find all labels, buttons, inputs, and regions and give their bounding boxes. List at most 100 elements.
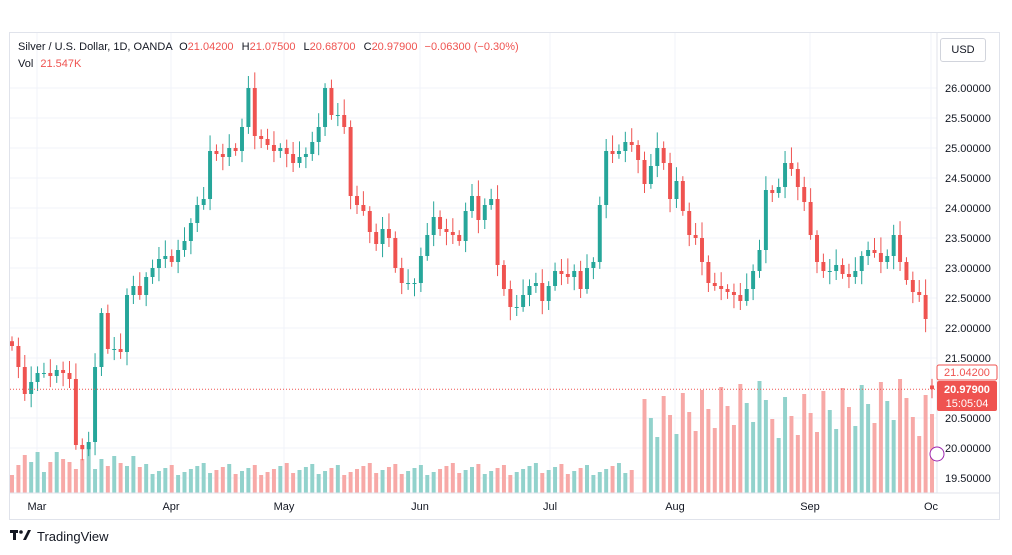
candle-body — [731, 292, 736, 295]
volume-bar — [131, 456, 136, 493]
candle-body — [591, 262, 596, 268]
candle-body — [41, 373, 46, 374]
volume-bar — [731, 425, 736, 493]
x-tick-label: Jun — [411, 501, 429, 513]
candle-body — [112, 349, 117, 350]
candle-body — [61, 370, 66, 373]
volume-bar — [303, 467, 308, 493]
y-tick-label: 22.50000 — [945, 293, 991, 305]
candle-body — [546, 286, 551, 301]
volume-bar — [188, 469, 193, 493]
volume-bar — [846, 407, 851, 493]
candle-body — [227, 148, 232, 157]
volume-bar — [495, 468, 500, 493]
low-value: 20.68700 — [309, 41, 356, 53]
volume-bar — [712, 428, 717, 493]
volume-bar — [386, 467, 391, 493]
volume-bar — [827, 410, 832, 493]
volume-bar — [99, 459, 104, 493]
candle-body — [629, 142, 634, 145]
volume-bar — [393, 464, 398, 493]
candle-body — [297, 157, 302, 163]
candle-body — [214, 151, 219, 154]
volume-bar — [399, 474, 404, 493]
candle-body — [131, 286, 136, 295]
candle-body — [323, 88, 328, 127]
volume-bar — [578, 468, 583, 493]
y-tick-label: 26.00000 — [945, 83, 991, 95]
volume-bar — [48, 462, 53, 493]
volume-bar — [591, 475, 596, 493]
volume-bar — [252, 465, 257, 493]
volume-bar — [668, 415, 673, 493]
volume-bar — [195, 466, 200, 493]
candle-body — [438, 217, 443, 229]
candle-body — [904, 262, 909, 280]
volume-bar — [348, 472, 353, 493]
volume-bar — [227, 464, 232, 493]
volume-bar — [457, 473, 462, 493]
volume-bar — [700, 390, 704, 493]
volume-bar — [866, 404, 871, 493]
volume-bar — [355, 469, 359, 493]
price-axis[interactable]: 26.00000 25.50000 25.00000 24.50000 24.00000… — [945, 83, 991, 485]
volume-bar — [648, 418, 653, 493]
volume-bar — [233, 474, 238, 493]
candle-body — [393, 238, 398, 268]
volume-bar — [169, 465, 174, 493]
volume-bar — [470, 467, 474, 493]
volume-bar — [425, 475, 430, 493]
volume-bar — [693, 431, 698, 493]
candle-body — [482, 205, 487, 220]
volume-bar — [482, 474, 487, 493]
close-label: C — [363, 41, 372, 53]
volume-bar — [738, 384, 743, 493]
volume-bar — [757, 381, 762, 493]
volume-bar — [910, 417, 915, 493]
volume-bar — [629, 470, 634, 493]
candle-body — [891, 235, 896, 256]
volume-bar — [163, 468, 168, 493]
candle-body — [751, 271, 756, 289]
volume-bar — [367, 463, 372, 493]
candle-body — [533, 283, 538, 286]
volume-bar — [540, 473, 545, 493]
volume-bar — [514, 472, 519, 493]
volume-bar — [323, 471, 328, 493]
tradingview-logo-icon[interactable] — [10, 528, 32, 544]
volume-bar — [137, 467, 142, 493]
candle-body — [316, 127, 321, 142]
volume-bar — [776, 438, 781, 493]
candle-body — [923, 295, 928, 319]
volume-bar — [559, 464, 564, 493]
candle-body — [521, 295, 526, 307]
volume-bar — [361, 466, 366, 493]
volume-bar — [291, 473, 296, 493]
volume-bar — [917, 436, 922, 493]
candle-body — [846, 274, 851, 277]
volume-bar — [335, 465, 340, 493]
candlestick-chart[interactable]: 26.00000 25.50000 25.00000 24.50000 24.00000… — [0, 0, 1012, 520]
close-price-tag: 20.97900 15:05:04 — [937, 381, 997, 411]
time-axis[interactable]: Mar Apr May Jun Jul Aug Sep Oc — [28, 501, 939, 513]
candle-body — [144, 277, 149, 295]
scroll-to-realtime-icon[interactable] — [929, 446, 945, 462]
volume-bar — [176, 475, 181, 493]
volume-bar — [872, 423, 877, 493]
currency-button[interactable]: USD — [940, 38, 986, 62]
candle-body — [514, 307, 519, 308]
tradingview-brand[interactable]: TradingView — [37, 528, 109, 544]
volume-bar — [310, 464, 315, 493]
volume-bar — [616, 463, 621, 493]
candle-body — [67, 373, 72, 379]
x-tick-label: Oc — [924, 501, 939, 513]
candle-body — [680, 181, 685, 211]
vol-value: 21.547K — [40, 58, 82, 70]
candle-body — [29, 382, 34, 394]
symbol-title[interactable]: Silver / U.S. Dollar, 1D, OANDA — [18, 41, 173, 53]
volume-bar — [418, 465, 423, 493]
volume-bar — [16, 465, 21, 493]
candle-body — [693, 235, 698, 238]
volume-bar — [342, 475, 347, 493]
candle-body — [431, 217, 436, 235]
